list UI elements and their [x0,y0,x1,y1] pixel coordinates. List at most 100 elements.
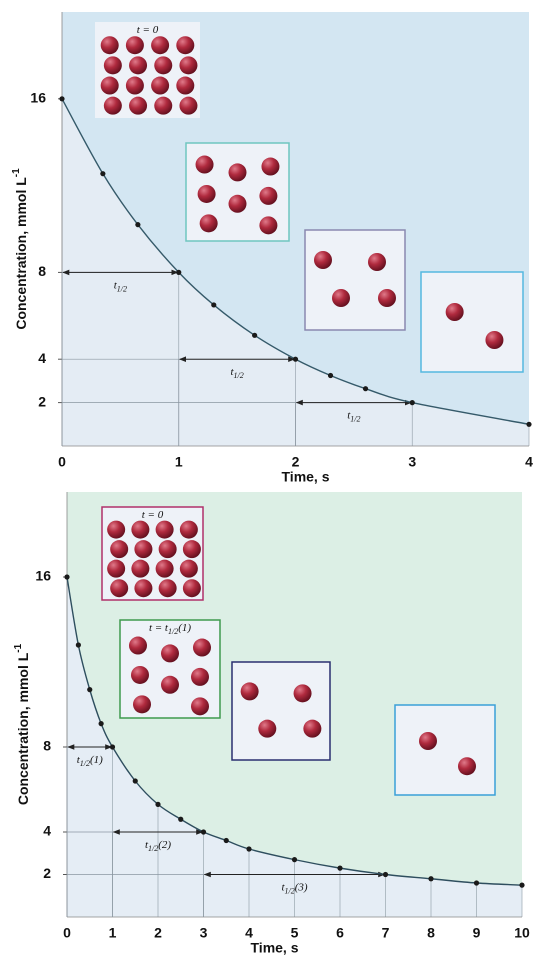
y-axis-label-sup: -1 [11,168,22,177]
y-tick-label: 2 [38,393,46,409]
y-tick-label: 8 [43,738,51,754]
x-axis-label: Time, s [282,469,330,485]
particle [179,97,197,115]
y-tick-label: 8 [38,263,46,279]
data-point [292,857,297,862]
x-tick-label: 4 [525,454,533,470]
page: 0123424816Time, sConcentration, mmol L-1… [0,0,537,967]
x-tick-label: 1 [109,925,117,941]
y-tick-label: 2 [43,865,51,881]
text-run: t = 0 [142,509,164,521]
particle [179,56,197,74]
text-run: (3) [295,881,308,893]
data-point [100,171,105,176]
text-run: t = 0 [137,24,159,36]
data-point [428,876,433,881]
particle [104,97,122,115]
particle [101,36,119,54]
y-axis-label: Concentration, mmol L-1 [11,168,29,330]
y-tick-label: 16 [30,90,46,106]
particle [104,56,122,74]
data-point [363,386,368,391]
particle [159,579,177,597]
particle [378,289,396,307]
particle [180,560,198,578]
particle [458,757,476,775]
particle [314,251,332,269]
particle [151,77,169,95]
particle [419,732,437,750]
x-tick-label: 3 [408,454,416,470]
y-axis-label-text: Concentration, mmol L [13,177,29,330]
y-axis-label-text: Concentration, mmol L [15,652,31,805]
particle [259,216,277,234]
particle [176,36,194,54]
y-tick-label: 4 [43,823,51,839]
particle [131,560,149,578]
particle [131,521,149,539]
text-run: (1) [178,622,191,634]
x-tick-label: 2 [292,454,300,470]
y-tick-label: 16 [35,568,51,584]
particle [126,36,144,54]
particle [154,56,172,74]
particle [134,540,152,558]
y-axis-label-sup: -1 [13,643,24,652]
x-tick-label: 0 [58,454,66,470]
particle [193,639,211,657]
particle [107,560,125,578]
particle [261,158,279,176]
particle [110,579,128,597]
x-tick-label: 4 [245,925,253,941]
particle [446,303,464,321]
data-point [383,872,388,877]
particle [126,77,144,95]
data-point [519,883,524,888]
data-point [135,222,140,227]
particle [200,214,218,232]
x-tick-label: 7 [382,925,390,941]
data-point [246,846,251,851]
particle [303,720,321,738]
data-point [410,400,415,405]
particle [191,668,209,686]
particle [156,560,174,578]
particle [241,682,259,700]
data-point [64,574,69,579]
data-point [526,422,531,427]
inset-box [421,272,523,372]
particle [129,56,147,74]
subscript: 1/2 [285,887,295,896]
subscript: 1/2 [350,415,360,424]
x-axis-label: Time, s [251,940,299,956]
particle [259,187,277,205]
particle [134,579,152,597]
data-point [76,642,81,647]
data-point [201,829,206,834]
particle [196,156,214,174]
data-point [252,333,257,338]
particle [368,253,386,271]
particle [161,644,179,662]
data-point [176,270,181,275]
x-tick-label: 6 [336,925,344,941]
data-point [110,744,115,749]
particle [183,579,201,597]
x-tick-label: 2 [154,925,162,941]
subscript: 1/2 [148,844,158,853]
x-tick-label: 0 [63,925,71,941]
particle [191,697,209,715]
y-tick-label: 4 [38,350,46,366]
particle [180,521,198,539]
data-point [155,802,160,807]
particle [129,97,147,115]
particle [101,77,119,95]
data-point [178,817,183,822]
subscript: 1/2 [234,372,244,381]
particle [154,97,172,115]
particle [131,666,149,684]
particle [485,331,503,349]
text-run: t = t [149,622,169,634]
data-point [337,866,342,871]
inset-box [232,662,330,760]
